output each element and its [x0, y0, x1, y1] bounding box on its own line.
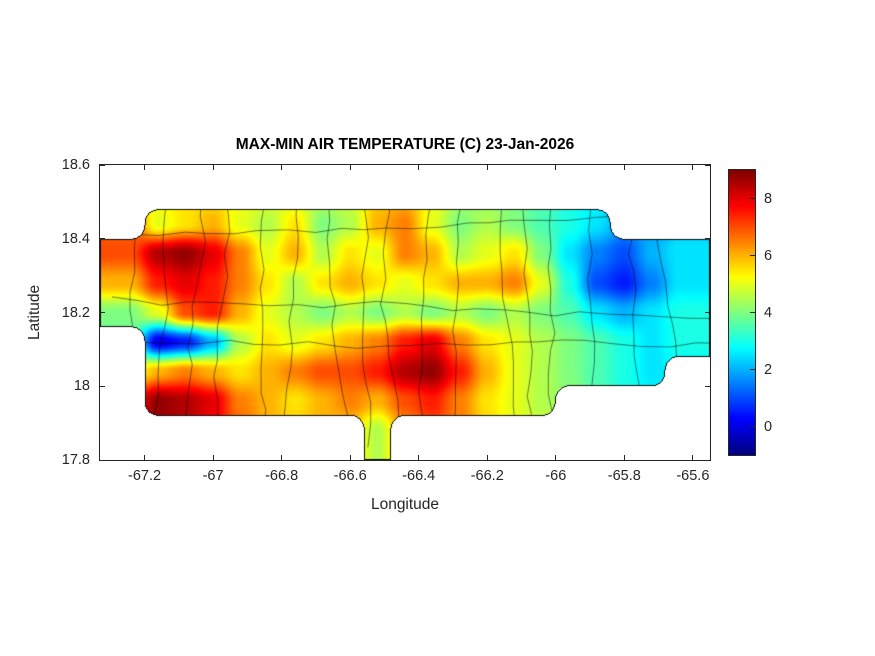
axis-tick-mark	[555, 165, 557, 170]
puerto-rico-heatmap-canvas	[100, 165, 710, 460]
colorbar-tick-label: 2	[764, 361, 773, 378]
axis-tick-mark	[418, 165, 420, 170]
x-tick-label: -66.6	[333, 468, 367, 484]
colorbar	[728, 169, 756, 456]
axis-tick-mark	[100, 238, 105, 240]
x-axis-label: Longitude	[370, 496, 440, 513]
colorbar-tick-label: 4	[764, 304, 773, 321]
axis-tick-mark	[705, 312, 710, 313]
axis-tick-mark	[692, 455, 694, 460]
colorbar-tick-label: 8	[764, 190, 773, 207]
x-tick-label: -67	[202, 468, 224, 484]
axis-tick-mark	[212, 455, 214, 460]
axis-tick-mark	[623, 455, 625, 460]
axis-tick-mark	[705, 164, 710, 166]
axis-tick-mark	[486, 165, 488, 170]
axis-tick-mark	[705, 459, 710, 461]
colorbar-tick-mark	[750, 198, 755, 199]
axis-tick-mark	[144, 165, 146, 170]
plot-box	[99, 164, 711, 461]
colorbar-tick-mark	[750, 255, 755, 256]
axis-tick-mark	[100, 164, 105, 166]
axis-tick-mark	[349, 165, 351, 170]
y-tick-label: 18.4	[61, 230, 90, 247]
x-tick-label: -66.2	[470, 468, 504, 484]
colorbar-tick-mark	[750, 426, 755, 427]
axis-tick-mark	[281, 165, 283, 170]
axis-tick-mark	[418, 455, 420, 460]
axis-tick-mark	[100, 385, 105, 387]
axis-tick-mark	[705, 385, 710, 387]
colorbar-tick-label: 6	[764, 247, 773, 264]
x-tick-label: -66.4	[402, 468, 436, 484]
axis-tick-mark	[144, 455, 146, 460]
x-tick-label: -67.2	[128, 468, 162, 484]
x-tick-label: -65.8	[607, 468, 641, 484]
y-tick-label: 18	[73, 378, 90, 395]
axis-tick-mark	[692, 165, 694, 170]
chart-title: MAX-MIN AIR TEMPERATURE (C) 23-Jan-2026	[235, 136, 575, 153]
axis-tick-mark	[100, 459, 105, 461]
axis-tick-mark	[705, 238, 710, 240]
axis-tick-mark	[349, 455, 351, 460]
axis-tick-mark	[100, 312, 105, 313]
axis-tick-mark	[623, 165, 625, 170]
y-tick-label: 17.8	[61, 452, 90, 468]
axis-tick-mark	[212, 165, 214, 170]
x-tick-label: -66.8	[265, 468, 299, 484]
colorbar-tick-label: 0	[764, 418, 773, 435]
axis-tick-mark	[281, 455, 283, 460]
y-tick-label: 18.2	[61, 304, 90, 321]
colorbar-tick-mark	[750, 312, 755, 313]
x-tick-label: -66	[545, 468, 567, 484]
y-tick-label: 18.6	[61, 157, 90, 173]
x-tick-label: -65.6	[676, 468, 710, 484]
axis-tick-mark	[555, 455, 557, 460]
axis-tick-mark	[486, 455, 488, 460]
colorbar-tick-mark	[750, 369, 755, 370]
